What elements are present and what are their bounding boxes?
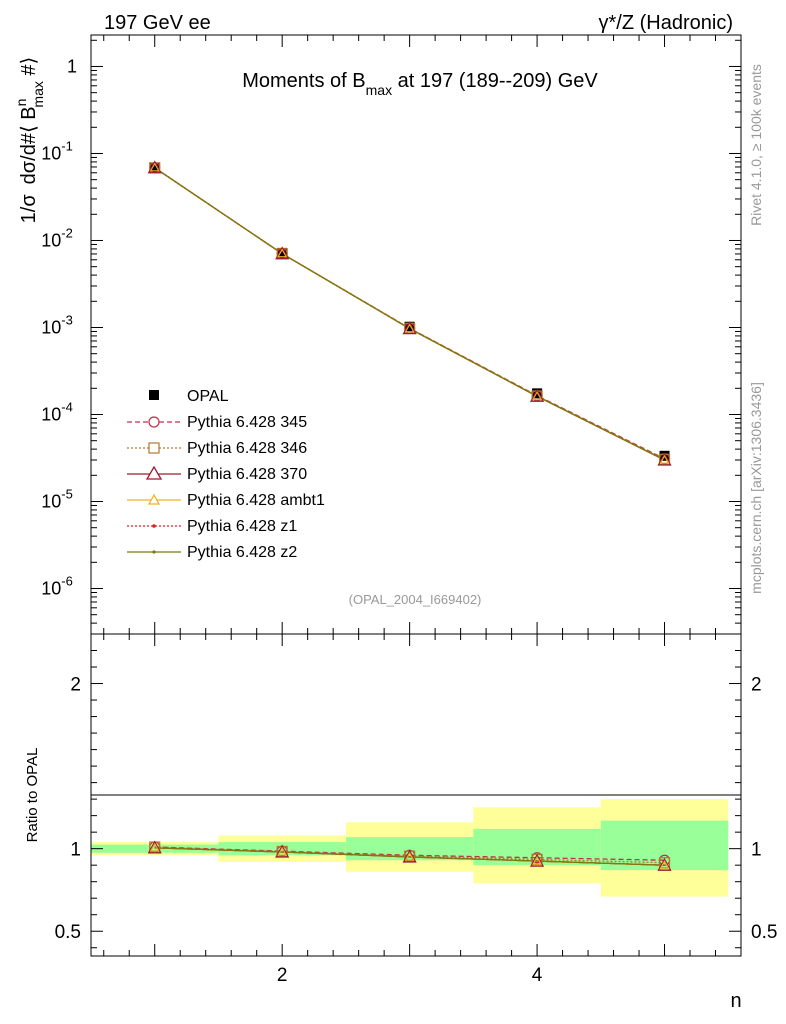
ratio-370-point bbox=[147, 840, 162, 854]
ratio-ytick-label-left: 1 bbox=[70, 840, 81, 861]
ytick-base: 10 bbox=[41, 230, 61, 250]
ratio-370-point bbox=[402, 849, 417, 863]
legend-label: Pythia 6.428 370 bbox=[187, 466, 307, 483]
mcplots-label: mcplots.cern.ch [arXiv:1306.3436] bbox=[748, 382, 764, 594]
chart-title: Moments of Bmax at 197 (189--209) GeV bbox=[242, 70, 598, 98]
ratio-ambt1-point bbox=[659, 860, 670, 869]
main-data-points bbox=[147, 160, 672, 466]
ratio-370-point bbox=[529, 853, 545, 867]
ratio-panel: 0.5 0.5 1 1 2 2 2 4 Ratio to OPAL n bbox=[24, 633, 777, 1012]
ytick-exponent: -6 bbox=[61, 574, 73, 589]
ylabel-part-a: 1/σ bbox=[18, 194, 40, 224]
series-ambt1-point bbox=[532, 391, 543, 400]
series-ambt1-point bbox=[404, 323, 415, 333]
opal-data-point bbox=[149, 163, 160, 174]
opal-data-point bbox=[404, 321, 415, 332]
ytick-base: 10 bbox=[41, 492, 61, 512]
legend-marker-small-triangle bbox=[147, 493, 161, 505]
ratio-ylabel: Ratio to OPAL bbox=[24, 748, 41, 843]
ratio-frame bbox=[90, 633, 742, 957]
series-370-point bbox=[529, 388, 545, 402]
ytick-exponent: -3 bbox=[61, 312, 73, 327]
main-axis-ticks: 10-610-510-410-310-210-11 bbox=[41, 35, 742, 635]
main-ylabel: 1/σ dσ/d#⟨ Bnmax #⟩ bbox=[13, 57, 46, 224]
legend-marker-dot bbox=[152, 550, 156, 554]
series-370-point bbox=[657, 452, 672, 466]
ytick-base: 10 bbox=[41, 143, 61, 163]
legend-label: Pythia 6.428 345 bbox=[187, 414, 307, 431]
ratio-band-green bbox=[600, 820, 729, 871]
ratio-ytick-label-right: 2 bbox=[751, 675, 762, 696]
main-panel: 10-610-510-410-310-210-11 Moments of Bma… bbox=[13, 34, 742, 635]
ratio-axis-ticks: 0.5 0.5 1 1 2 2 2 4 bbox=[55, 634, 777, 986]
ylabel-part-sup: n bbox=[13, 99, 29, 107]
ratio-series-group bbox=[147, 840, 672, 871]
legend: OPAL Pythia 6.428 345 Pythia 6.428 346 Pyth… bbox=[127, 388, 325, 561]
main-ytick-label: 10-3 bbox=[41, 312, 73, 337]
ylabel-part-c: #⟩ bbox=[18, 57, 40, 81]
ratio-ytick-label-right: 1 bbox=[751, 840, 762, 861]
title-part-pre: Moments of B bbox=[242, 70, 365, 92]
legend-marker-dot bbox=[152, 524, 156, 528]
ratio-ambt1-point bbox=[532, 855, 543, 865]
title-part-post: at 197 (189--209) GeV bbox=[392, 70, 598, 92]
series-370-point bbox=[147, 160, 162, 174]
ylabel-part-sub: max bbox=[30, 81, 46, 107]
ratio-ambt1-point bbox=[404, 851, 415, 861]
legend-marker-circle bbox=[148, 416, 160, 428]
series-ambt1-point bbox=[659, 454, 670, 464]
legend-marker-triangle bbox=[145, 465, 163, 480]
ratio-series-line bbox=[154, 846, 665, 861]
ratio-ytick-label-left: 0.5 bbox=[55, 922, 81, 943]
ratio-series-line bbox=[154, 847, 665, 866]
ytick-exponent: -2 bbox=[61, 225, 73, 240]
main-ytick-label: 10-6 bbox=[41, 574, 73, 599]
ratio-band-green bbox=[345, 837, 474, 861]
opal-data-point bbox=[277, 247, 288, 258]
process-label: γ*/Z (Hadronic) bbox=[599, 12, 733, 34]
ytick-exponent: -1 bbox=[61, 138, 73, 153]
series-ambt1-point bbox=[149, 162, 160, 172]
main-ytick-label: 1 bbox=[67, 56, 77, 76]
ylabel-part-b: dσ/d#⟨ B bbox=[18, 106, 40, 184]
legend-label: Pythia 6.428 z2 bbox=[187, 544, 297, 561]
series-ambt1-point bbox=[277, 248, 288, 258]
legend-label-opal: OPAL bbox=[187, 388, 229, 405]
ratio-xtick-label: 4 bbox=[532, 965, 543, 986]
rivet-label: Rivet 4.1.0, ≥ 100k events bbox=[748, 64, 764, 226]
main-ytick-label: 10-1 bbox=[41, 138, 73, 163]
ratio-xtick-label: 2 bbox=[277, 965, 288, 986]
legend-label: Pythia 6.428 346 bbox=[187, 440, 307, 457]
ytick-exponent: -5 bbox=[61, 487, 73, 502]
series-370-point bbox=[402, 321, 417, 335]
ratio-370-point bbox=[657, 857, 672, 871]
ytick-base: 10 bbox=[41, 404, 61, 424]
ratio-xlabel: n bbox=[730, 990, 741, 1012]
legend-label: Pythia 6.428 ambt1 bbox=[187, 492, 325, 509]
legend-marker-opal bbox=[149, 390, 159, 400]
main-ytick-label: 10-2 bbox=[41, 225, 73, 250]
legend-marker-square bbox=[148, 442, 160, 454]
series-370-point bbox=[275, 246, 290, 260]
ratio-ambt1-point bbox=[277, 846, 288, 856]
ratio-ytick-label-right: 0.5 bbox=[751, 922, 777, 943]
ratio-ambt1-point bbox=[149, 842, 160, 852]
energy-label: 197 GeV ee bbox=[104, 12, 211, 34]
title-part-sub: max bbox=[366, 82, 392, 98]
legend-label: Pythia 6.428 z1 bbox=[187, 518, 297, 535]
analysis-watermark: (OPAL_2004_I669402) bbox=[349, 592, 482, 607]
main-ytick-label: 10-4 bbox=[41, 399, 73, 424]
ratio-370-point bbox=[275, 844, 290, 858]
ytick-base: 10 bbox=[41, 579, 61, 599]
main-ytick-label: 10-5 bbox=[41, 487, 73, 512]
ratio-bands bbox=[91, 799, 729, 897]
ytick-exponent: -4 bbox=[61, 399, 73, 414]
ratio-ytick-label-left: 2 bbox=[70, 675, 81, 696]
ytick-base: 10 bbox=[41, 317, 61, 337]
ratio-band-green bbox=[91, 844, 219, 853]
